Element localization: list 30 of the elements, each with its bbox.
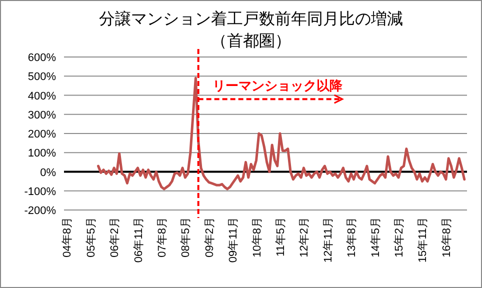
annotation: リーマンショック以降 bbox=[212, 78, 344, 94]
x-tick-label: 13年8月 bbox=[346, 217, 358, 258]
y-tick-label: 500% bbox=[28, 71, 56, 84]
y-tick-label: 100% bbox=[28, 148, 56, 160]
x-tick-label: 12年2月 bbox=[298, 217, 311, 258]
y-tick-label: 600% bbox=[28, 52, 56, 64]
x-tick-label: 15年2月 bbox=[394, 217, 406, 258]
x-tick-label: 09年2月 bbox=[204, 217, 216, 258]
x-tick-label: 09年11月 bbox=[228, 217, 240, 263]
chart-title: 分譲マンション着工戸数前年同月比の増減 bbox=[99, 10, 403, 28]
y-tick-label: -100% bbox=[24, 186, 56, 198]
y-tick-label: 300% bbox=[28, 109, 56, 122]
y-tick-label: 400% bbox=[28, 90, 56, 102]
x-tick-label: 06年2月 bbox=[109, 217, 122, 258]
x-tick-label: 14年5月 bbox=[370, 217, 382, 258]
x-tick-label: 04年8月 bbox=[62, 217, 74, 258]
x-tick-label: 07年8月 bbox=[156, 217, 168, 258]
x-tick-label: 15年11月 bbox=[417, 217, 430, 263]
x-tick-label: 05年5月 bbox=[85, 217, 98, 258]
x-tick-label: 16年8月 bbox=[440, 217, 453, 258]
x-tick-label: 06年11月 bbox=[132, 217, 145, 263]
x-tick-label: 11年5月 bbox=[274, 217, 287, 257]
y-tick-label: 0% bbox=[40, 166, 56, 179]
x-tick-label: 12年11月 bbox=[322, 217, 334, 263]
line-series bbox=[96, 76, 466, 190]
y-tick-label: -200% bbox=[24, 205, 56, 217]
x-tick-label: 08年5月 bbox=[180, 217, 192, 258]
x-tick-label: 10年8月 bbox=[251, 217, 264, 258]
y-tick-label: 200% bbox=[28, 128, 56, 140]
chart-subtitle: （首都圏） bbox=[211, 32, 291, 50]
